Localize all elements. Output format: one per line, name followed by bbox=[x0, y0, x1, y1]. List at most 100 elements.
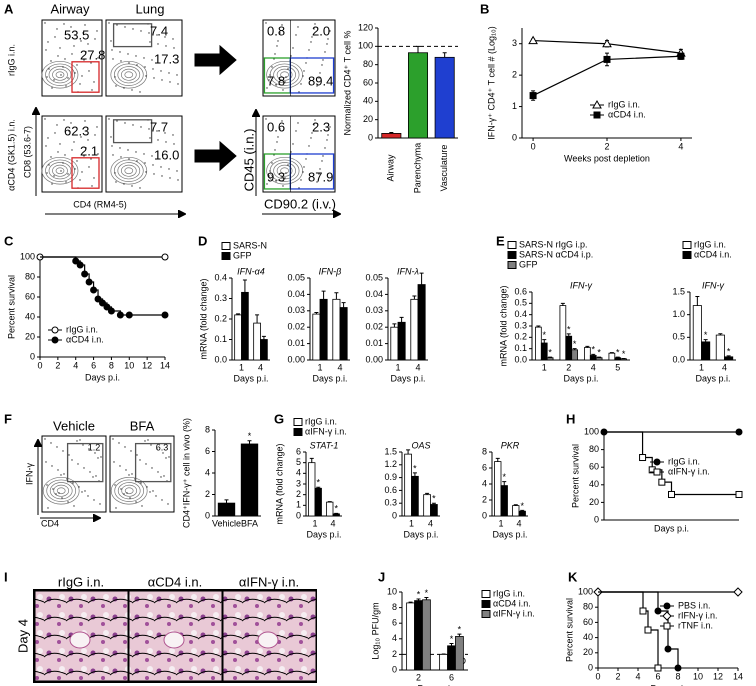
flow-event bbox=[319, 168, 321, 170]
error-bar bbox=[224, 499, 229, 504]
flow-event bbox=[119, 51, 121, 53]
x-tick-label: 10 bbox=[124, 360, 134, 370]
flow-event bbox=[165, 457, 167, 459]
error-bar bbox=[399, 316, 404, 323]
flow-event bbox=[269, 170, 271, 172]
flow-event bbox=[271, 66, 273, 68]
x-tick-label: 1 bbox=[239, 362, 244, 372]
flow-contour bbox=[48, 162, 72, 180]
y-tick-label: 8 bbox=[392, 602, 397, 612]
bar bbox=[455, 636, 464, 671]
flow-contour bbox=[45, 63, 75, 86]
flow-event bbox=[54, 132, 56, 134]
flow-event bbox=[97, 457, 99, 459]
flow-event bbox=[316, 85, 318, 87]
flow-event bbox=[62, 450, 64, 452]
x-tick-label: 8 bbox=[109, 360, 114, 370]
panel-label: K bbox=[568, 569, 578, 584]
flow-event bbox=[53, 79, 55, 81]
y-tick-label: 0.01 bbox=[365, 338, 383, 348]
flow-event bbox=[111, 49, 113, 51]
error-bar bbox=[419, 272, 424, 285]
y-tick-label: 4 bbox=[392, 633, 397, 643]
flow-event bbox=[173, 143, 175, 145]
x-axis-label: Days p.i. bbox=[695, 373, 730, 383]
x-tick-label: 4 bbox=[591, 362, 596, 372]
flow-event bbox=[88, 448, 90, 450]
gate-value: 2.0 bbox=[312, 23, 330, 38]
significance: * bbox=[413, 463, 417, 473]
y-tick-label: 0.05 bbox=[365, 272, 383, 282]
x-tick-label: 1 bbox=[699, 362, 704, 372]
gate-value: 2.1 bbox=[80, 143, 98, 158]
y-tick-label: 4 bbox=[296, 468, 301, 478]
error-bar bbox=[321, 290, 326, 300]
flow-event bbox=[268, 175, 270, 177]
error-bar bbox=[495, 457, 500, 462]
flow-event bbox=[300, 179, 302, 181]
row-label: Day 4 bbox=[15, 619, 30, 653]
y-tick-label: 1 bbox=[296, 500, 301, 510]
flow-event bbox=[157, 471, 159, 473]
flow-event bbox=[116, 120, 118, 122]
flow-event bbox=[80, 136, 82, 138]
x-tick-label: Parenchyma bbox=[412, 143, 422, 194]
legend-label: αCD4 i.n. bbox=[608, 109, 646, 119]
error-bar bbox=[341, 302, 346, 308]
flow-event bbox=[89, 471, 91, 473]
bar bbox=[404, 453, 412, 517]
flow-contour bbox=[117, 66, 141, 84]
y-tick-label: 0.5 bbox=[672, 332, 685, 342]
bar bbox=[312, 313, 321, 361]
y-tick-label: 3 bbox=[296, 478, 301, 488]
flow-contour bbox=[266, 156, 303, 185]
legend-marker bbox=[653, 468, 661, 476]
flow-event bbox=[46, 484, 48, 486]
x-axis-label: Days p.i. bbox=[390, 373, 425, 383]
flow-event bbox=[52, 488, 54, 490]
flow-event bbox=[58, 492, 60, 494]
chart-title: IFN-α4 bbox=[237, 266, 265, 276]
error-bar bbox=[695, 296, 700, 306]
flow-event bbox=[46, 172, 48, 174]
flow-event bbox=[148, 128, 150, 130]
flow-event bbox=[326, 43, 328, 45]
flow-contour bbox=[55, 71, 65, 79]
axis-label: CD4 (RM4-5) bbox=[73, 199, 127, 209]
panel-label: B bbox=[480, 1, 489, 16]
y-tick-label: 0.5 bbox=[514, 298, 527, 308]
flow-event bbox=[45, 461, 47, 463]
point bbox=[639, 607, 647, 615]
flow-gate bbox=[112, 23, 153, 48]
column-header: αIFN-γ i.n. bbox=[239, 574, 299, 589]
flow-event bbox=[285, 172, 287, 174]
gate-value: 7.8 bbox=[267, 73, 285, 88]
flow-event bbox=[316, 181, 318, 183]
x-tick-label: 1 bbox=[409, 518, 414, 528]
flow-event bbox=[84, 490, 86, 492]
x-tick-label: Vasculature bbox=[439, 145, 449, 192]
legend-swatch bbox=[507, 261, 517, 269]
y-axis-label: Percent survival bbox=[564, 598, 574, 662]
bar bbox=[240, 443, 259, 517]
row-label: rIgG i.n. bbox=[6, 44, 16, 76]
y-tick-label: 6 bbox=[296, 446, 301, 456]
legend-label: rIgG i.n. bbox=[66, 324, 98, 334]
point bbox=[639, 454, 647, 462]
flow-event bbox=[146, 486, 148, 488]
flow-event bbox=[284, 177, 286, 179]
flow-event bbox=[57, 469, 59, 471]
bar bbox=[381, 133, 402, 139]
legend-swatch bbox=[221, 252, 231, 260]
significance: * bbox=[520, 501, 524, 511]
error-bar bbox=[416, 45, 420, 53]
flow-event bbox=[135, 55, 137, 57]
x-tick-label: 4 bbox=[678, 141, 683, 151]
bar bbox=[253, 322, 261, 361]
flow-event bbox=[76, 440, 78, 442]
error-bar bbox=[236, 313, 241, 315]
x-axis-label: Weeks post depletion bbox=[564, 153, 650, 163]
point bbox=[733, 587, 743, 597]
x-tick-label: Vehicle bbox=[212, 518, 241, 528]
flow-event bbox=[113, 461, 115, 463]
